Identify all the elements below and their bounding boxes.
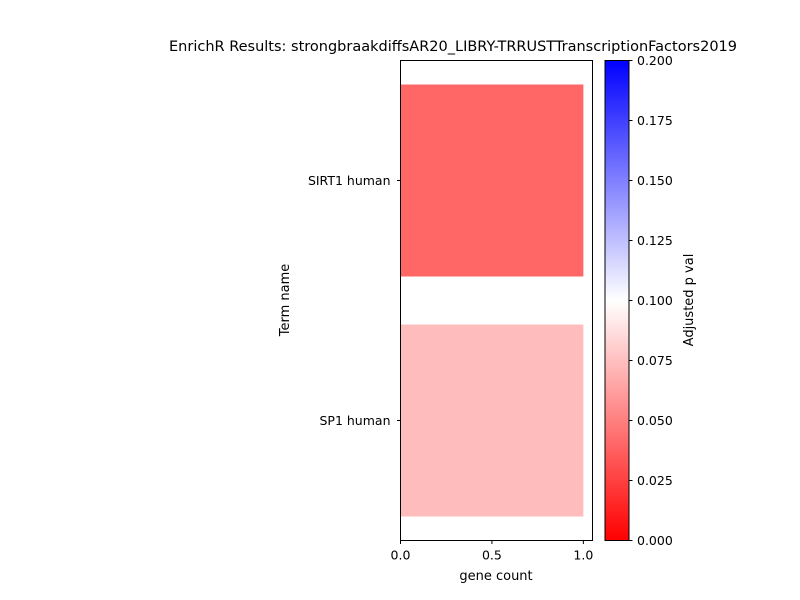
x-ticks: 0.0 0.5 1.0 (391, 540, 593, 563)
colorbar-label: Adjusted p val (682, 254, 697, 347)
x-tick-label: 0.5 (482, 548, 502, 563)
y-ticks: SIRT1 human SP1 human (308, 173, 401, 428)
x-tick-label: 1.0 (573, 548, 593, 563)
colorbar-tick-label: 0.100 (637, 293, 673, 308)
chart-title: EnrichR Results: strongbraakdiffsAR20_LI… (169, 39, 737, 55)
bar (400, 84, 584, 277)
x-tick-label: 0.0 (391, 548, 411, 563)
bars-layer (400, 84, 584, 517)
colorbar-tick-label: 0.175 (637, 113, 673, 128)
colorbar-tick-label: 0.025 (637, 473, 673, 488)
colorbar (604, 60, 630, 541)
colorbar-tick-label: 0.075 (637, 353, 673, 368)
colorbar-tick-label: 0.150 (637, 173, 673, 188)
plot-frame (400, 60, 593, 541)
colorbar-tick-label: 0.050 (637, 413, 673, 428)
bar (400, 324, 584, 517)
y-axis-label: Term name (278, 264, 293, 338)
colorbar-tick-label: 0.200 (637, 53, 673, 68)
y-tick-label: SIRT1 human (308, 173, 391, 188)
y-tick-label: SP1 human (319, 413, 390, 428)
x-axis-label: gene count (459, 569, 532, 584)
colorbar-tick-label: 0.000 (637, 533, 673, 548)
colorbar-ticks: 0.000 0.025 0.050 0.075 0.100 0.125 0.150 0.175… (629, 53, 673, 548)
colorbar-tick-label: 0.125 (637, 233, 673, 248)
